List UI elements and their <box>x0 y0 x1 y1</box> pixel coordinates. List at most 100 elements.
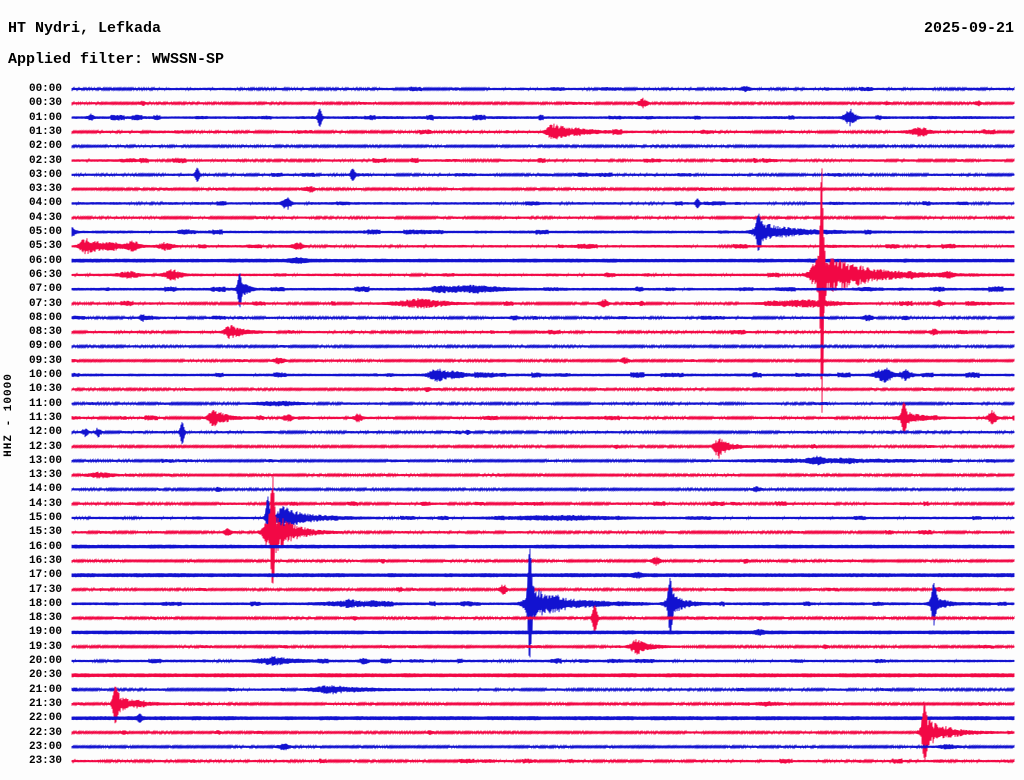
trace-row-label: 12:30 <box>28 440 62 453</box>
trace-row-0430 <box>71 214 1015 221</box>
trace-row-label: 20:00 <box>28 655 62 667</box>
trace-row-2200 <box>71 713 1015 723</box>
trace-row-label: 20:30 <box>28 669 62 682</box>
trace-row-0700 <box>71 273 1015 308</box>
trace-row-label: 19:30 <box>28 640 62 653</box>
trace-row-label: 03:30 <box>28 183 62 196</box>
trace-row-0330 <box>71 186 1015 193</box>
trace-row-1200 <box>71 422 1015 445</box>
trace-row-1130 <box>71 402 1015 434</box>
trace-row-label: 01:00 <box>28 111 62 124</box>
trace-row-0130 <box>71 123 1015 140</box>
trace-row-0800 <box>71 314 1015 322</box>
trace-row-2100 <box>71 685 1015 695</box>
trace-row-label: 21:30 <box>28 697 62 710</box>
trace-row-label: 04:00 <box>28 197 62 210</box>
trace-row-label: 11:00 <box>28 397 62 410</box>
trace-row-label: 11:30 <box>28 411 62 424</box>
trace-row-0230 <box>71 157 1015 164</box>
trace-row-2030 <box>71 673 1015 678</box>
trace-row-0730 <box>71 297 1015 309</box>
trace-row-2330 <box>71 758 1015 764</box>
trace-row-label: 06:30 <box>28 268 62 281</box>
station-title: HT Nydri, Lefkada <box>8 20 162 37</box>
trace-row-label: 00:00 <box>28 83 62 95</box>
trace-row-0830 <box>71 325 1015 339</box>
trace-row-label: 22:30 <box>28 726 62 739</box>
trace-row-label: 13:00 <box>28 454 62 467</box>
trace-row-label: 14:00 <box>28 483 62 496</box>
trace-row-label: 13:30 <box>28 469 62 482</box>
trace-row-0930 <box>71 357 1015 365</box>
trace-row-1330 <box>71 471 1015 479</box>
trace-row-label: 12:00 <box>28 426 62 439</box>
trace-row-label: 10:00 <box>28 369 62 381</box>
trace-row-label: 08:30 <box>28 326 62 339</box>
trace-row-label: 03:00 <box>28 168 62 181</box>
trace-row-0630 <box>71 168 1015 413</box>
trace-row-label: 23:00 <box>28 740 62 753</box>
trace-row-label: 17:30 <box>28 583 62 596</box>
trace-row-label: 19:00 <box>28 626 62 639</box>
trace-row-0500 <box>71 213 1015 251</box>
trace-row-label: 00:30 <box>28 97 62 110</box>
trace-row-0900 <box>71 343 1015 350</box>
trace-row-label: 22:00 <box>28 712 62 725</box>
trace-row-label: 05:00 <box>28 226 62 238</box>
trace-row-1100 <box>71 400 1015 407</box>
trace-row-1800 <box>71 548 1015 658</box>
trace-row-1730 <box>71 584 1015 595</box>
trace-row-1700 <box>71 571 1015 579</box>
trace-row-label: 18:00 <box>28 597 62 610</box>
trace-row-0100 <box>71 108 1015 127</box>
trace-row-label: 14:30 <box>28 497 62 510</box>
trace-row-0200 <box>71 143 1015 150</box>
trace-row-1600 <box>71 544 1015 549</box>
trace-row-1300 <box>71 455 1015 466</box>
trace-row-2000 <box>71 656 1015 666</box>
trace-row-0030 <box>71 97 1015 109</box>
trace-row-0600 <box>71 257 1015 264</box>
trace-row-1500 <box>71 496 1015 530</box>
trace-row-label: 23:30 <box>28 755 62 768</box>
trace-row-1400 <box>71 486 1015 493</box>
trace-row-label: 10:30 <box>28 383 62 396</box>
trace-row-label: 16:00 <box>28 540 62 553</box>
date-label: 2025-09-21 <box>923 20 1014 37</box>
trace-row-0400 <box>71 197 1015 210</box>
trace-row-1000 <box>71 367 1015 383</box>
trace-row-2300 <box>71 743 1015 751</box>
trace-row-0300 <box>71 167 1015 182</box>
trace-row-label: 05:30 <box>28 240 62 253</box>
trace-row-label: 07:00 <box>28 283 62 296</box>
trace-row-label: 07:30 <box>28 297 62 310</box>
trace-row-2130 <box>71 686 1015 724</box>
trace-row-1230 <box>71 438 1015 459</box>
trace-row-1030 <box>71 386 1015 393</box>
trace-row-label: 21:00 <box>28 683 62 696</box>
trace-row-1630 <box>71 556 1015 566</box>
trace-row-0530 <box>71 238 1015 255</box>
trace-row-label: 02:00 <box>28 140 62 153</box>
trace-row-2230 <box>71 701 1015 761</box>
trace-row-label: 16:30 <box>28 554 62 567</box>
trace-row-1530 <box>71 476 1015 584</box>
trace-row-0000 <box>71 85 1015 93</box>
trace-row-label: 01:30 <box>28 125 62 138</box>
trace-row-label: 17:00 <box>28 569 62 582</box>
trace-row-label: 09:00 <box>28 340 62 353</box>
trace-row-1430 <box>71 500 1015 507</box>
trace-row-label: 02:30 <box>28 154 62 167</box>
trace-row-label: 15:00 <box>28 512 62 524</box>
trace-row-label: 04:30 <box>28 211 62 224</box>
trace-row-1900 <box>71 628 1015 636</box>
trace-row-1930 <box>71 639 1015 655</box>
trace-row-label: 15:30 <box>28 526 62 539</box>
trace-row-label: 08:00 <box>28 311 62 324</box>
trace-row-label: 18:30 <box>28 612 62 625</box>
trace-row-label: 09:30 <box>28 354 62 367</box>
applied-filter-label: Applied filter: WWSSN-SP <box>8 51 225 68</box>
trace-row-1830 <box>71 605 1015 632</box>
trace-row-label: 06:00 <box>28 254 62 267</box>
